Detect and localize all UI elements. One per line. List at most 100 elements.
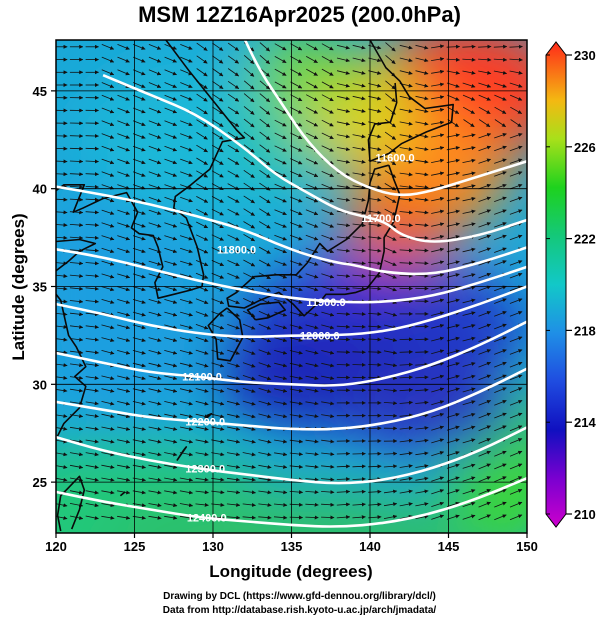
wind-vector <box>196 132 208 140</box>
wind-vector <box>179 260 193 266</box>
wind-vector <box>164 133 178 139</box>
wind-vector <box>164 222 178 228</box>
wind-vector <box>305 414 319 419</box>
wind-vector <box>289 388 303 393</box>
wind-vector <box>290 158 303 165</box>
wind-vector <box>352 261 366 266</box>
wind-vector <box>415 121 429 126</box>
wind-vector <box>258 502 272 507</box>
wind-vector <box>117 209 131 215</box>
wind-vector <box>321 68 334 76</box>
wind-vector <box>259 80 271 90</box>
wind-vector <box>415 438 429 443</box>
wind-vector <box>85 414 99 419</box>
wind-vector <box>415 57 429 63</box>
wind-vector <box>462 184 476 189</box>
wind-vector <box>180 56 193 63</box>
wind-vector <box>148 439 162 444</box>
wind-vector <box>415 261 429 266</box>
wind-vector <box>431 425 445 431</box>
colorbar-tick-label: 230 <box>574 48 596 63</box>
wind-vector <box>117 171 130 177</box>
wind-vector <box>117 350 131 355</box>
wind-vector <box>509 349 523 355</box>
wind-vector <box>132 247 146 254</box>
y-tick-label: 25 <box>33 475 47 490</box>
wind-vector <box>446 247 460 253</box>
wind-vector <box>227 298 240 305</box>
wind-vector <box>211 400 225 406</box>
wind-vector <box>69 388 84 393</box>
wind-vector <box>132 133 146 139</box>
wind-vector <box>383 514 398 519</box>
wind-vector <box>69 350 84 355</box>
wind-vector <box>494 374 507 381</box>
wind-vector <box>148 171 162 177</box>
wind-vector <box>259 157 271 166</box>
contour-line <box>56 426 527 485</box>
wind-vector <box>148 273 162 279</box>
wind-vector <box>383 363 398 368</box>
wind-vector <box>478 323 492 330</box>
contour-labels: 11600.0 11700.0 11800.0 11900.0 12000.0 12100… <box>182 152 415 524</box>
wind-vector <box>148 107 162 114</box>
wind-vector <box>274 401 288 406</box>
wind-vector <box>164 490 178 495</box>
wind-vector <box>415 223 429 228</box>
wind-vector <box>148 299 162 304</box>
x-tick-label: 150 <box>516 539 538 554</box>
wind-vector <box>478 374 492 381</box>
wind-vector <box>352 248 366 253</box>
wind-vector <box>368 70 382 75</box>
wind-vector <box>321 337 335 342</box>
wind-vector <box>85 477 99 482</box>
wind-vector <box>399 57 413 63</box>
wind-vector <box>179 222 193 228</box>
wind-vector <box>368 95 382 101</box>
wind-vector <box>305 502 319 507</box>
wind-vector <box>132 235 146 241</box>
wind-vector <box>164 82 177 88</box>
wind-vector <box>415 95 429 101</box>
wind-vector <box>211 439 225 444</box>
wind-vector <box>509 82 523 88</box>
wind-vector <box>493 70 508 75</box>
height-contours <box>56 40 527 528</box>
wind-vector <box>132 260 146 266</box>
wind-vector <box>385 80 396 90</box>
wind-vector <box>384 285 397 292</box>
contour-label: 12300.0 <box>185 463 225 475</box>
wind-vector <box>321 324 335 330</box>
wind-vector <box>85 159 99 164</box>
wind-vector <box>211 490 225 495</box>
wind-vector <box>148 452 162 457</box>
wind-vector <box>384 170 397 178</box>
wind-vector <box>494 260 507 266</box>
wind-vector <box>101 490 115 495</box>
wind-vector <box>289 439 304 444</box>
wind-vector <box>289 350 303 355</box>
wind-vector <box>69 452 84 457</box>
wind-vector <box>180 196 193 203</box>
wind-vector <box>164 388 178 393</box>
wind-vector <box>446 234 460 240</box>
wind-vector <box>431 489 445 495</box>
wind-vector <box>336 350 351 355</box>
wind-vector <box>321 94 334 102</box>
wind-vector <box>180 94 193 101</box>
wind-vector <box>101 337 115 342</box>
wind-vector <box>227 55 239 64</box>
wind-vector <box>305 401 319 406</box>
contour-line <box>243 40 527 197</box>
wind-vector <box>101 388 115 393</box>
wind-vector <box>352 477 366 482</box>
wind-vector <box>132 196 146 203</box>
wind-vector <box>195 272 209 279</box>
wind-vector <box>462 171 476 176</box>
wind-vector <box>164 350 178 355</box>
wind-vector <box>352 362 366 367</box>
wind-vector <box>385 42 396 52</box>
wind-vector <box>336 286 351 291</box>
wind-vector <box>494 501 507 508</box>
wind-vector <box>211 413 225 419</box>
